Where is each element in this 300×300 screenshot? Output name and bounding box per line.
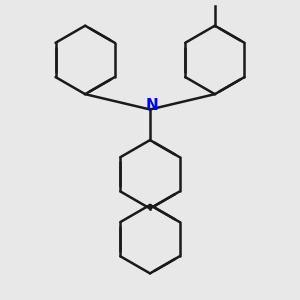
- Text: N: N: [146, 98, 158, 113]
